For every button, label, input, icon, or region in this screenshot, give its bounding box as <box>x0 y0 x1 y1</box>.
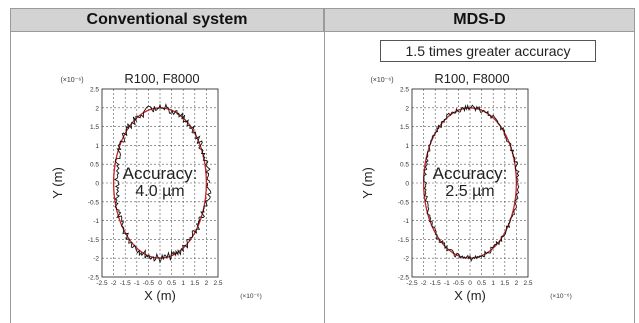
x-tick-label: -2.5 <box>96 280 108 287</box>
x-tick-label: 2 <box>205 280 209 287</box>
chart-title: R100, F8000 <box>124 71 199 86</box>
measured-path-trace <box>423 103 520 262</box>
measured-path-trace <box>113 103 212 264</box>
x-multiplier-label: (×10⁻⁶) <box>240 293 261 300</box>
chart-conventional: R100, F8000(×10⁻⁶)-2.5 -2 -1.5 -1 -0.5 0 0.5 1 1… <box>50 71 262 303</box>
x-tick-label: 1 <box>181 280 185 287</box>
x-tick-label: 2.5 <box>213 280 222 287</box>
y-tick-label: -0.5 <box>88 199 100 206</box>
y-tick-label: -1.5 <box>88 237 100 244</box>
plot-frame <box>411 88 529 278</box>
y-tick-label: -2.5 <box>88 275 100 282</box>
accuracy-badge: 1.5 times greater accuracy <box>380 40 596 62</box>
y-tick-label: 0.5 <box>400 162 409 169</box>
y-multiplier-label: (×10⁻⁶) <box>370 77 393 84</box>
y-tick-label: -1.5 <box>398 237 410 244</box>
x-tick-label: -1 <box>444 280 450 287</box>
y-tick-label: -1 <box>93 218 99 225</box>
y-tick-label: 1 <box>95 143 99 150</box>
x-tick-label: 0.5 <box>167 280 176 287</box>
y-tick-label: 2 <box>405 105 409 112</box>
x-axis-label: X (m) <box>144 288 176 303</box>
accuracy-label: Accuracy: <box>433 164 508 183</box>
y-tick-label: -2 <box>93 256 99 263</box>
header-mds-d: MDS-D <box>324 8 635 32</box>
x-axis-label: X (m) <box>454 288 486 303</box>
y-tick-label: 0 <box>405 181 409 188</box>
y-tick-label: -0.5 <box>398 199 410 206</box>
y-tick-label: 2 <box>95 105 99 112</box>
x-tick-label: 0 <box>158 280 162 287</box>
accuracy-value: 2.5 µm <box>445 183 494 200</box>
x-tick-label: -2 <box>421 280 427 287</box>
x-tick-label: 1.5 <box>500 280 509 287</box>
panel-divider-center <box>324 32 325 323</box>
chart-mds-d: R100, F8000(×10⁻⁶)-2.5 -2 -1.5 -1 -0.5 0 0.5 1 1… <box>360 71 572 303</box>
panel-divider-left <box>10 32 11 323</box>
y-multiplier-label: (×10⁻⁶) <box>60 77 83 84</box>
x-multiplier-label: (×10⁻⁶) <box>550 293 571 300</box>
y-tick-label: -2.5 <box>398 275 410 282</box>
y-tick-label: 0 <box>95 181 99 188</box>
reference-circle <box>112 107 208 259</box>
x-tick-label: -0.5 <box>143 280 155 287</box>
x-tick-label: 2 <box>515 280 519 287</box>
header-conventional: Conventional system <box>10 8 324 32</box>
chart-title: R100, F8000 <box>434 71 509 86</box>
x-tick-label: -1.5 <box>120 280 132 287</box>
y-tick-label: 2.5 <box>90 87 99 94</box>
x-tick-label: 0 <box>468 280 472 287</box>
y-axis-label: Y (m) <box>50 167 65 199</box>
y-tick-label: 1.5 <box>90 124 99 131</box>
accuracy-label: Accuracy: <box>123 164 198 183</box>
y-tick-label: 1 <box>405 143 409 150</box>
x-tick-label: -0.5 <box>453 280 465 287</box>
x-tick-label: -1.5 <box>430 280 442 287</box>
accuracy-value: 4.0 µm <box>135 183 184 200</box>
x-tick-label: -2.5 <box>406 280 418 287</box>
y-tick-label: -2 <box>403 256 409 263</box>
x-tick-label: 1.5 <box>190 280 199 287</box>
x-tick-label: -1 <box>134 280 140 287</box>
y-tick-label: 1.5 <box>400 124 409 131</box>
x-tick-label: 2.5 <box>523 280 532 287</box>
y-axis-label: Y (m) <box>360 167 375 199</box>
y-tick-label: 2.5 <box>400 87 409 94</box>
x-tick-label: 0.5 <box>477 280 486 287</box>
x-tick-label: 1 <box>491 280 495 287</box>
y-tick-label: -1 <box>403 218 409 225</box>
y-tick-label: 0.5 <box>90 162 99 169</box>
panel-divider-right <box>634 32 635 323</box>
plot-frame <box>101 88 219 278</box>
x-tick-label: -2 <box>111 280 117 287</box>
